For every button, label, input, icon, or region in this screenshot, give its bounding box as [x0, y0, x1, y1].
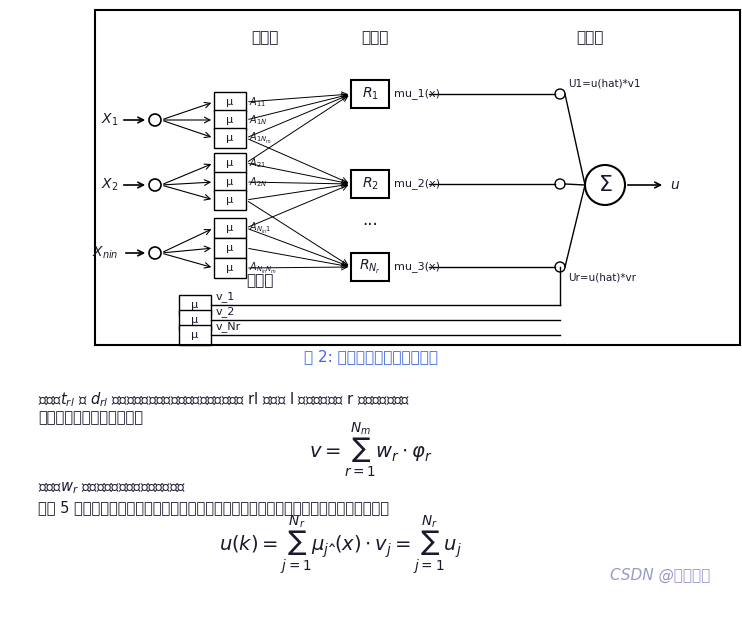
- Text: 第三层: 第三层: [361, 30, 389, 45]
- Circle shape: [555, 179, 565, 189]
- Bar: [214, 218, 246, 238]
- Text: $v = \sum_{r=1}^{N_m} w_r \cdot \varphi_r$: $v = \sum_{r=1}^{N_m} w_r \cdot \varphi_…: [309, 421, 433, 479]
- Text: $X_2$: $X_2$: [101, 177, 118, 193]
- Bar: [351, 80, 389, 108]
- Text: 第五层: 第五层: [577, 30, 604, 45]
- Text: ...: ...: [362, 211, 378, 229]
- Text: $u(k) = \sum_{j=1}^{N_r} \mu_j\hat{~}(x) \cdot v_j = \sum_{j=1}^{N_r} u_j$: $u(k) = \sum_{j=1}^{N_r} \mu_j\hat{~}(x)…: [219, 514, 462, 576]
- Text: 在第 5 层中，将第四层（小波层）输出乘第三层（模糊规则层）节点输出，计算公式为：: 在第 5 层中，将第四层（小波层）输出乘第三层（模糊规则层）节点输出，计算公式为…: [38, 500, 389, 515]
- Circle shape: [149, 114, 161, 126]
- Text: $R_2$: $R_2$: [361, 176, 378, 192]
- Circle shape: [149, 179, 161, 191]
- Circle shape: [555, 89, 565, 99]
- Circle shape: [585, 165, 625, 205]
- Text: $R_1$: $R_1$: [361, 86, 378, 102]
- Text: μ: μ: [226, 223, 234, 233]
- Bar: [95, 10, 740, 345]
- Bar: [214, 110, 246, 130]
- Text: $A_{N_{in}N_m}$: $A_{N_{in}N_m}$: [249, 260, 278, 275]
- Circle shape: [149, 247, 161, 259]
- Bar: [214, 238, 246, 258]
- Bar: [214, 190, 246, 210]
- Text: $X_1$: $X_1$: [101, 112, 118, 128]
- Text: 其中，$t_{rl}$ 和 $d_{rl}$ 分别为小波的平移参数和伸缩参数，下标 rl 表示第 l 个输入对应第 r 个小波神经元，: 其中，$t_{rl}$ 和 $d_{rl}$ 分别为小波的平移参数和伸缩参数，下…: [38, 390, 410, 409]
- Text: μ: μ: [226, 263, 234, 273]
- Text: μ: μ: [226, 133, 234, 143]
- Text: mu_2(x): mu_2(x): [394, 179, 440, 190]
- Text: μ: μ: [191, 315, 199, 325]
- Text: μ: μ: [191, 300, 199, 310]
- Bar: [351, 253, 389, 281]
- Text: v_1: v_1: [216, 291, 235, 302]
- Text: μ: μ: [226, 195, 234, 205]
- Text: $X_{nin}$: $X_{nin}$: [91, 245, 118, 261]
- Text: $A_{2N}$: $A_{2N}$: [249, 175, 267, 189]
- Text: μ: μ: [226, 243, 234, 253]
- Bar: [351, 170, 389, 198]
- Bar: [214, 172, 246, 192]
- Text: μ: μ: [226, 97, 234, 107]
- Text: $R_{N_r}$: $R_{N_r}$: [359, 258, 381, 276]
- Circle shape: [555, 262, 565, 272]
- Text: μ: μ: [226, 115, 234, 125]
- Text: μ: μ: [226, 158, 234, 168]
- Text: 网络的第四层输出结果为：: 网络的第四层输出结果为：: [38, 410, 143, 425]
- Text: $A_{1N_m}$: $A_{1N_m}$: [249, 130, 272, 146]
- Bar: [214, 258, 246, 278]
- Text: v_Nr: v_Nr: [216, 321, 241, 332]
- Text: v_2: v_2: [216, 306, 235, 317]
- Bar: [179, 295, 211, 315]
- Text: $A_{21}$: $A_{21}$: [249, 156, 266, 170]
- Bar: [179, 310, 211, 330]
- Text: 图 2: 模糊小波神经网络结构图: 图 2: 模糊小波神经网络结构图: [304, 350, 438, 365]
- Text: $u$: $u$: [670, 178, 680, 192]
- Text: $A_{N_{in}1}$: $A_{N_{in}1}$: [249, 221, 272, 236]
- Text: CSDN @紫极神光: CSDN @紫极神光: [610, 567, 710, 583]
- Text: U1=u(hat)*v1: U1=u(hat)*v1: [568, 79, 640, 89]
- Text: $\Sigma$: $\Sigma$: [598, 175, 612, 195]
- Bar: [214, 153, 246, 173]
- Text: 第四层: 第四层: [246, 273, 274, 288]
- Text: μ: μ: [226, 177, 234, 187]
- Text: μ: μ: [191, 330, 199, 340]
- Text: mu_1(x): mu_1(x): [394, 89, 440, 99]
- Text: 第二层: 第二层: [252, 30, 279, 45]
- Text: $A_{1N}$: $A_{1N}$: [249, 113, 267, 127]
- Text: 其中，$w_r$ 是链接隐含层和输出层的权值。: 其中，$w_r$ 是链接隐含层和输出层的权值。: [38, 480, 186, 496]
- Bar: [214, 128, 246, 148]
- Bar: [179, 325, 211, 345]
- Text: mu_3(x): mu_3(x): [394, 262, 440, 272]
- Text: $A_{11}$: $A_{11}$: [249, 95, 266, 109]
- Bar: [214, 92, 246, 112]
- Text: Ur=u(hat)*vr: Ur=u(hat)*vr: [568, 272, 636, 282]
